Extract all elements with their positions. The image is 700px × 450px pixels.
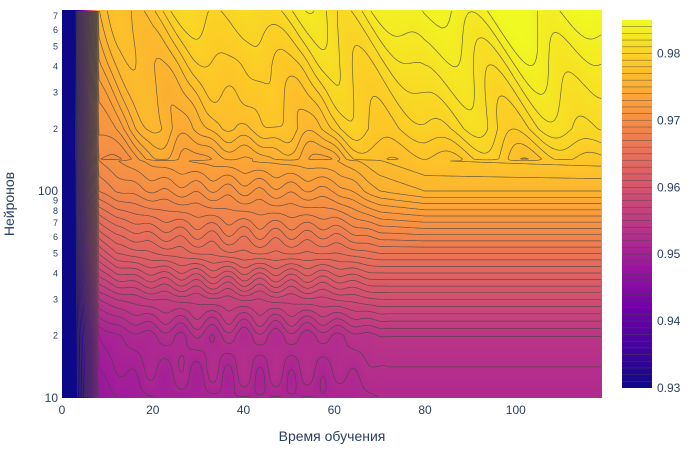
contour-line bbox=[89, 10, 601, 322]
colorbar: 0.93 0.94 0.95 0.96 0.97 0.98 bbox=[622, 20, 681, 395]
contour-line bbox=[84, 11, 96, 397]
contour-line bbox=[107, 10, 601, 179]
contour-line bbox=[81, 11, 92, 397]
contour-line bbox=[87, 11, 379, 398]
contour-line bbox=[162, 10, 602, 161]
colorbar-tick-label: 0.95 bbox=[657, 247, 681, 261]
contour-line bbox=[86, 10, 117, 398]
contour-line bbox=[78, 11, 85, 398]
y-tick-label: 10 bbox=[45, 391, 59, 405]
contour-line bbox=[86, 11, 327, 398]
y-minor-tick-label: 7 bbox=[53, 218, 58, 228]
contour-line bbox=[90, 11, 601, 307]
contour-line bbox=[77, 11, 84, 398]
contour-lines bbox=[75, 10, 602, 398]
contour-line bbox=[292, 10, 602, 123]
contour-line bbox=[78, 11, 87, 397]
contour-line bbox=[154, 10, 601, 167]
colorbar-tick-label: 0.96 bbox=[657, 180, 681, 194]
contour-line bbox=[94, 11, 601, 248]
y-minor-tick-label: 2 bbox=[53, 331, 58, 341]
contour-line bbox=[86, 11, 154, 398]
y-minor-tick-label: 5 bbox=[53, 41, 58, 51]
contour-line bbox=[92, 11, 601, 267]
y-minor-tick-label: 5 bbox=[53, 248, 58, 258]
contour-line bbox=[80, 11, 90, 398]
contour-line bbox=[305, 10, 602, 95]
y-minor-tick-label: 3 bbox=[53, 87, 58, 97]
y-axis: 10 100 2 3 4 5 6 7 89 2 3 4 5 6 7 bbox=[38, 11, 58, 405]
contour-fill bbox=[62, 10, 602, 398]
contour-line bbox=[89, 11, 601, 315]
contour-line bbox=[96, 11, 601, 211]
x-tick-label: 40 bbox=[237, 403, 251, 417]
contour-line bbox=[93, 11, 601, 254]
colorbar-tick-label: 0.93 bbox=[657, 381, 681, 395]
contour-line bbox=[83, 10, 94, 397]
contour-line bbox=[79, 11, 88, 398]
contour-line bbox=[80, 11, 89, 397]
contour-line bbox=[84, 11, 97, 398]
colorbar-gradient bbox=[622, 20, 652, 388]
y-minor-tick-label: 7 bbox=[53, 11, 58, 21]
contour-line bbox=[97, 10, 601, 204]
x-tick-label: 0 bbox=[59, 403, 66, 417]
y-minor-tick-label: 6 bbox=[53, 25, 58, 35]
x-tick-label: 80 bbox=[418, 403, 432, 417]
y-tick-label: 100 bbox=[38, 184, 58, 198]
y-minor-tick-label: 3 bbox=[53, 294, 58, 304]
colorbar-ticks: 0.93 0.94 0.95 0.96 0.97 0.98 bbox=[657, 46, 681, 395]
colorbar-level-lines bbox=[622, 26, 652, 382]
contour-line bbox=[81, 11, 91, 397]
contour-line bbox=[91, 11, 601, 280]
contour-line bbox=[422, 10, 602, 67]
contour-line bbox=[170, 10, 602, 154]
y-minor-tick-label: 8 bbox=[53, 206, 58, 216]
contour-line bbox=[91, 10, 601, 287]
y-minor-tick-label: 4 bbox=[53, 268, 58, 278]
contour-line bbox=[75, 10, 78, 397]
contour-line bbox=[92, 10, 601, 274]
contour-line bbox=[281, 10, 602, 139]
contour-line bbox=[88, 10, 601, 338]
contour-line bbox=[90, 11, 601, 300]
contour-line bbox=[95, 11, 601, 223]
contour-line bbox=[99, 10, 601, 192]
contour-line bbox=[76, 11, 80, 397]
y-minor-tick-label: 2 bbox=[53, 124, 58, 134]
x-tick-label: 60 bbox=[328, 403, 342, 417]
colorbar-tick-label: 0.97 bbox=[657, 113, 681, 127]
y-minor-tick-label: 6 bbox=[53, 232, 58, 242]
contour-line bbox=[83, 11, 95, 398]
contour-line bbox=[85, 10, 98, 398]
contour-line bbox=[96, 11, 601, 217]
plot-area bbox=[62, 10, 602, 398]
contour-line bbox=[90, 11, 601, 294]
contour-line bbox=[88, 11, 601, 330]
contour-line bbox=[94, 11, 601, 236]
contour-line bbox=[87, 11, 601, 368]
colorbar-tick-label: 0.94 bbox=[657, 314, 681, 328]
y-minor-tick-label: 9 bbox=[53, 196, 58, 206]
contour-line bbox=[95, 10, 601, 229]
contour-line bbox=[98, 11, 601, 198]
x-tick-label: 20 bbox=[146, 403, 160, 417]
y-axis-title: Нейронов bbox=[1, 172, 17, 236]
contour-line bbox=[94, 10, 601, 242]
contour-line bbox=[93, 11, 601, 261]
x-axis-title: Время обучения bbox=[279, 428, 386, 444]
x-axis: 0 20 40 60 80 100 bbox=[59, 403, 526, 417]
y-minor-tick-label: 4 bbox=[53, 61, 58, 71]
contour-line bbox=[82, 11, 93, 398]
colorbar-tick-label: 0.98 bbox=[657, 46, 681, 60]
contour-line bbox=[85, 11, 100, 398]
x-tick-label: 100 bbox=[506, 403, 526, 417]
contour-line bbox=[77, 11, 82, 397]
